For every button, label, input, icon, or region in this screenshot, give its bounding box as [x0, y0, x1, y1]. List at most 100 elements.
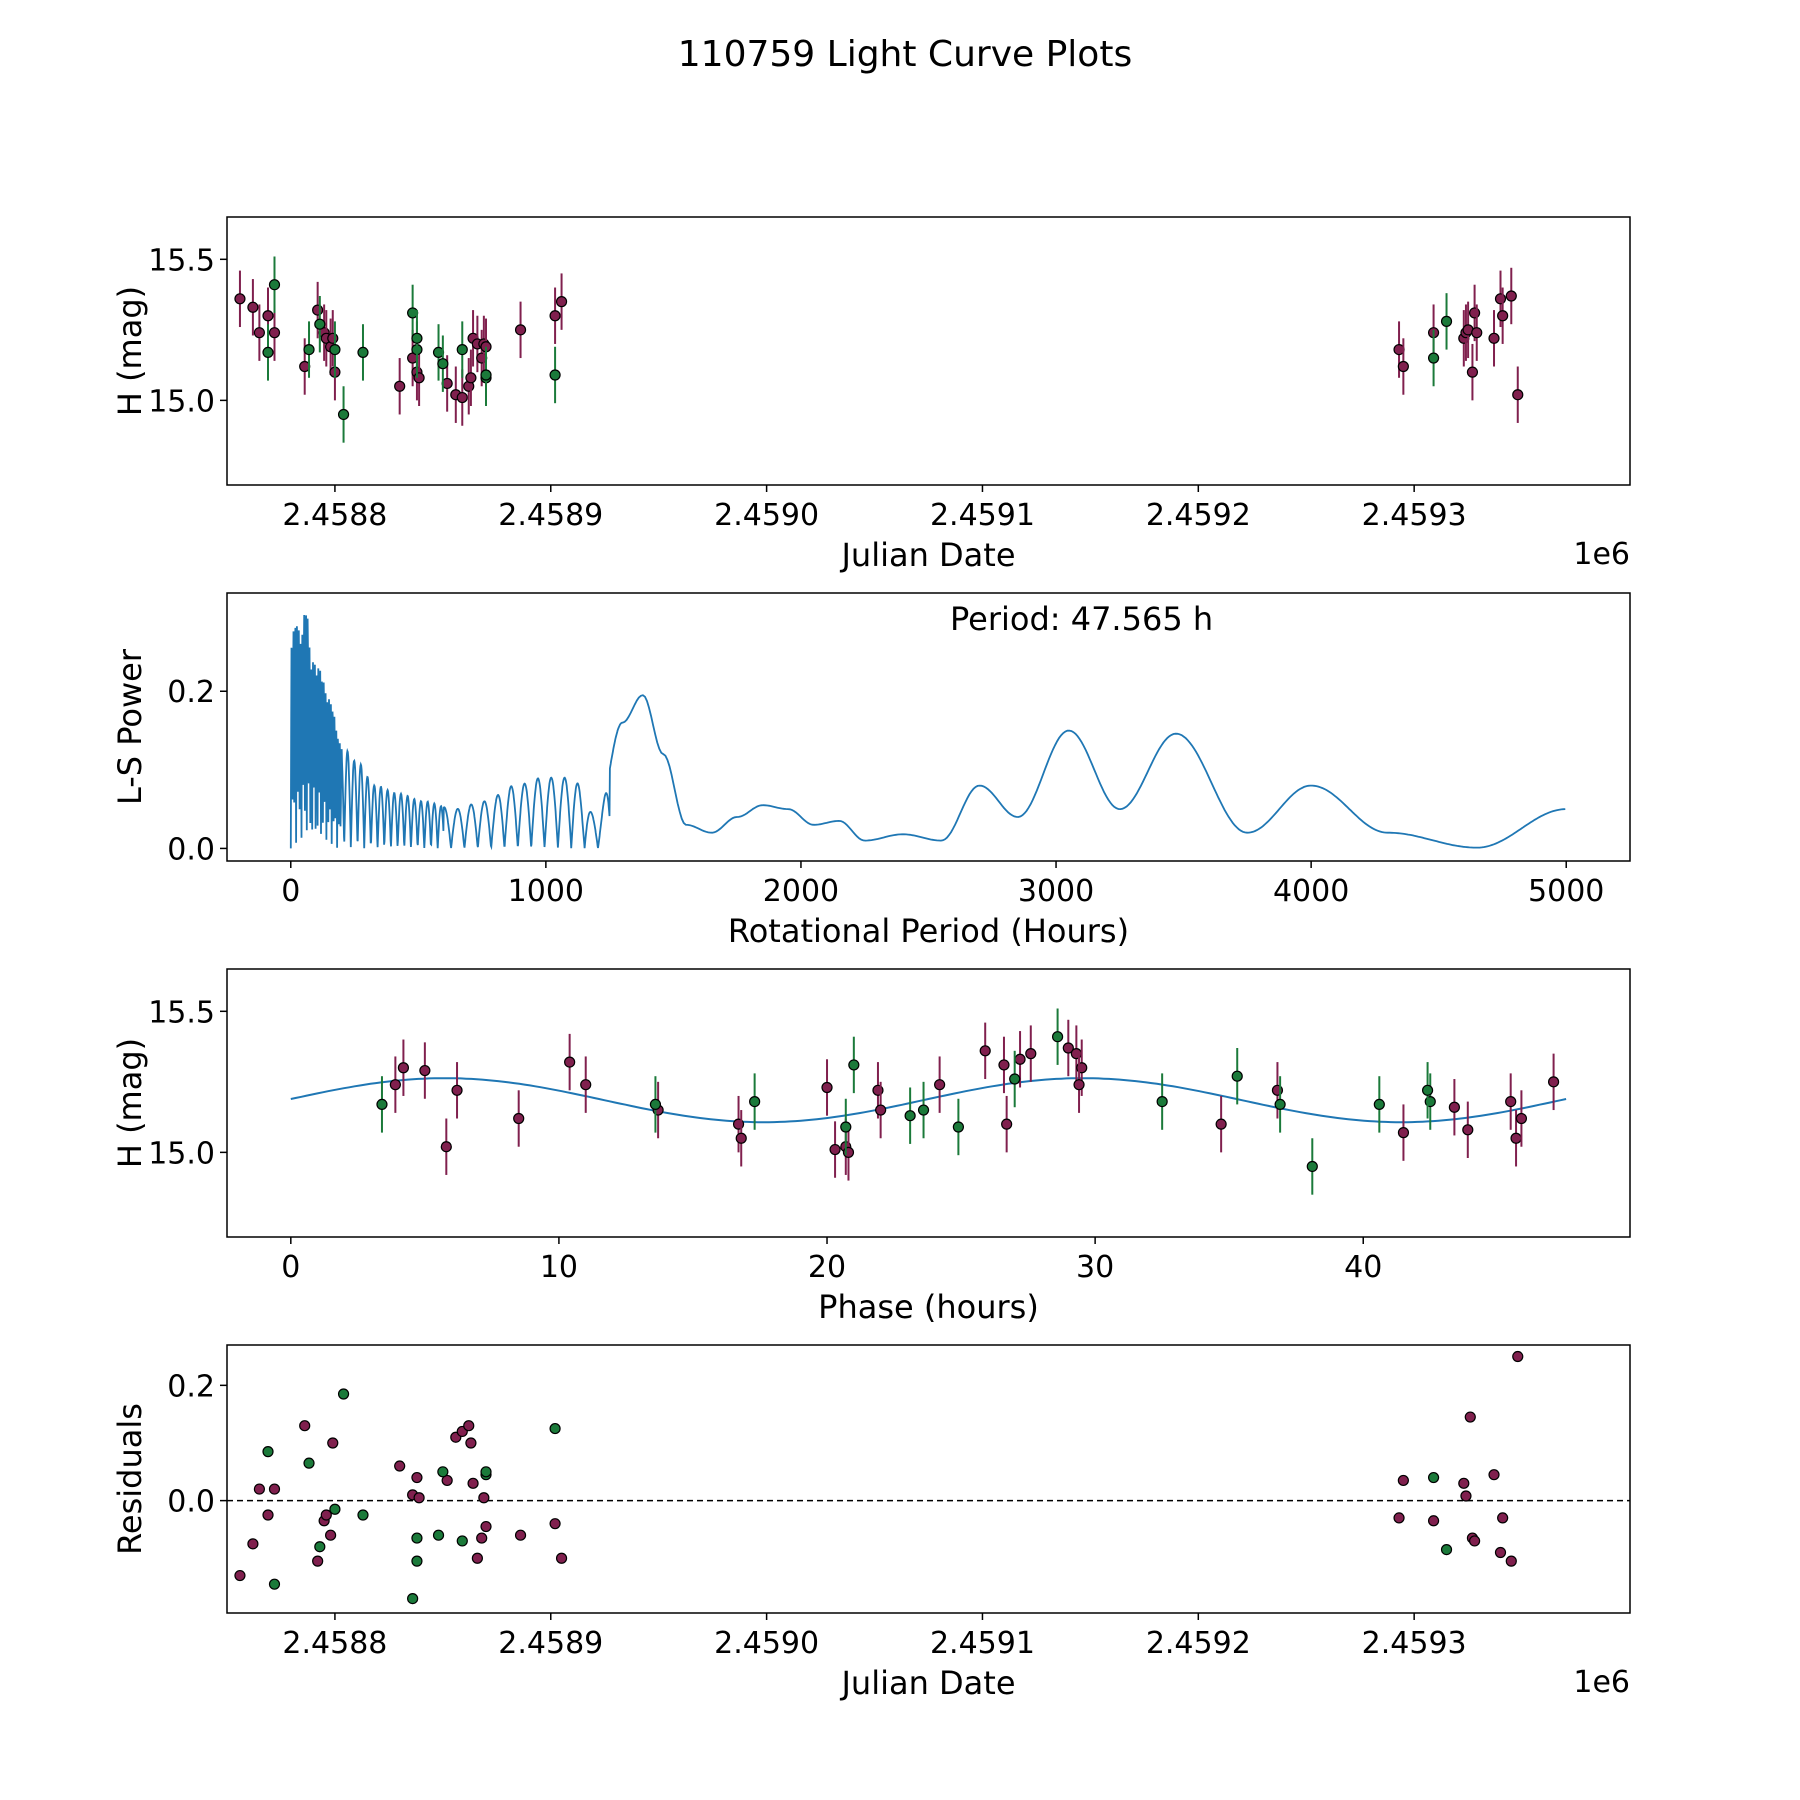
green-point	[904, 1110, 916, 1122]
maroon-point	[327, 1437, 339, 1449]
period-annotation: Period: 47.565 h	[950, 600, 1213, 638]
maroon-point	[1014, 1053, 1026, 1065]
maroon-point	[471, 1552, 483, 1564]
maroon-point	[478, 1492, 490, 1504]
green-point	[840, 1121, 852, 1133]
maroon-point	[1468, 307, 1481, 319]
maroon-point	[312, 1555, 324, 1567]
maroon-point	[394, 1460, 406, 1472]
maroon-point	[1062, 1042, 1074, 1054]
maroon-point	[549, 1518, 561, 1530]
axes-frame	[226, 968, 1631, 1238]
y-tick-label: 0.0	[167, 1485, 215, 1520]
green-point	[1231, 1070, 1243, 1082]
maroon-point	[1025, 1048, 1037, 1060]
x-tick-label: 2.4592	[1146, 498, 1251, 533]
maroon-point	[440, 1141, 452, 1153]
maroon-point	[998, 1059, 1010, 1071]
maroon-point	[1397, 1127, 1410, 1139]
green-point	[549, 1422, 561, 1435]
maroon-point	[467, 1477, 479, 1489]
maroon-point	[463, 1420, 475, 1432]
maroon-point	[389, 1079, 401, 1091]
x-tick-label: 2.4592	[1146, 1626, 1251, 1661]
maroon-point	[413, 372, 425, 384]
green-point	[376, 1098, 388, 1111]
green-point	[329, 343, 341, 356]
green-point	[952, 1121, 964, 1133]
maroon-point	[419, 1064, 431, 1077]
green-point	[437, 1466, 449, 1478]
green-point	[314, 1541, 326, 1553]
green-point	[649, 1098, 662, 1111]
maroon-point	[1547, 1076, 1560, 1088]
green-point	[268, 279, 281, 291]
maroon-point	[262, 310, 274, 322]
maroon-point	[1510, 1132, 1522, 1144]
green-point	[411, 332, 423, 344]
green-point	[303, 1457, 315, 1469]
maroon-point	[268, 1483, 281, 1495]
y-tick-label: 0.2	[167, 675, 215, 710]
x-axis-label: Julian Date	[839, 1664, 1015, 1702]
x-tick-label: 2.4590	[714, 498, 819, 533]
maroon-point	[1397, 360, 1409, 373]
residuals-panel: 2.4588 2.4589 2.4590 2.4591 2.4592 2.4593 0.0 0…	[111, 1344, 1631, 1702]
x-tick-label: 2.4589	[498, 498, 603, 533]
x-offset-label: 1e6	[1573, 537, 1630, 572]
green-point	[1009, 1073, 1021, 1085]
maroon-point	[555, 1552, 568, 1564]
maroon-point	[1488, 1469, 1500, 1481]
green-point	[268, 1578, 281, 1590]
maroon-point	[327, 332, 339, 344]
maroon-point	[465, 372, 477, 384]
x-tick-label: 2.4591	[930, 498, 1035, 533]
x-tick-label: 30	[1076, 1250, 1114, 1285]
maroon-point	[411, 1471, 423, 1484]
maroon-point	[1512, 1350, 1524, 1363]
maroon-point	[1464, 1411, 1476, 1423]
axes-frame	[226, 1344, 1631, 1614]
maroon-point	[564, 1056, 576, 1068]
x-tick-label: 10	[540, 1250, 578, 1285]
green-point	[456, 343, 468, 356]
maroon-point	[456, 391, 468, 404]
maroon-point	[1505, 1555, 1517, 1567]
maroon-point	[1505, 1095, 1517, 1108]
green-point	[1156, 1095, 1168, 1108]
green-point	[314, 318, 326, 330]
maroon-point	[268, 327, 281, 339]
maroon-point	[1073, 1079, 1085, 1091]
green-point	[1421, 1084, 1434, 1096]
maroon-point	[1448, 1101, 1460, 1113]
x-axis-label: Phase (hours)	[818, 1288, 1039, 1326]
green-point	[480, 369, 492, 381]
maroon-point	[476, 1532, 488, 1544]
maroon-point	[549, 310, 561, 322]
maroon-point	[1505, 290, 1517, 302]
x-offset-label: 1e6	[1573, 1665, 1630, 1700]
maroon-point	[875, 1104, 887, 1116]
green-point	[848, 1059, 860, 1071]
maroon-point	[480, 1520, 492, 1533]
y-axis-label: H (mag)	[111, 286, 149, 416]
periodogram-line	[289, 614, 1566, 851]
maroon-point	[1393, 1512, 1405, 1524]
maroon-point	[247, 301, 259, 313]
x-tick-label: 2.4590	[714, 1626, 819, 1661]
maroon-point	[413, 1492, 425, 1504]
maroon-point	[1468, 1535, 1481, 1547]
maroon-point	[1488, 332, 1500, 344]
green-point	[357, 1509, 369, 1521]
green-point	[1306, 1160, 1318, 1173]
green-point	[456, 1535, 468, 1547]
y-tick-label: 0.2	[167, 1369, 215, 1404]
maroon-point	[312, 304, 324, 316]
x-tick-label: 5000	[1528, 874, 1604, 909]
green-point	[329, 1503, 341, 1515]
green-point	[1440, 1544, 1453, 1556]
green-point	[1440, 315, 1453, 327]
maroon-point	[441, 1474, 453, 1487]
green-point	[480, 1466, 492, 1478]
x-tick-label: 2.4588	[282, 498, 387, 533]
